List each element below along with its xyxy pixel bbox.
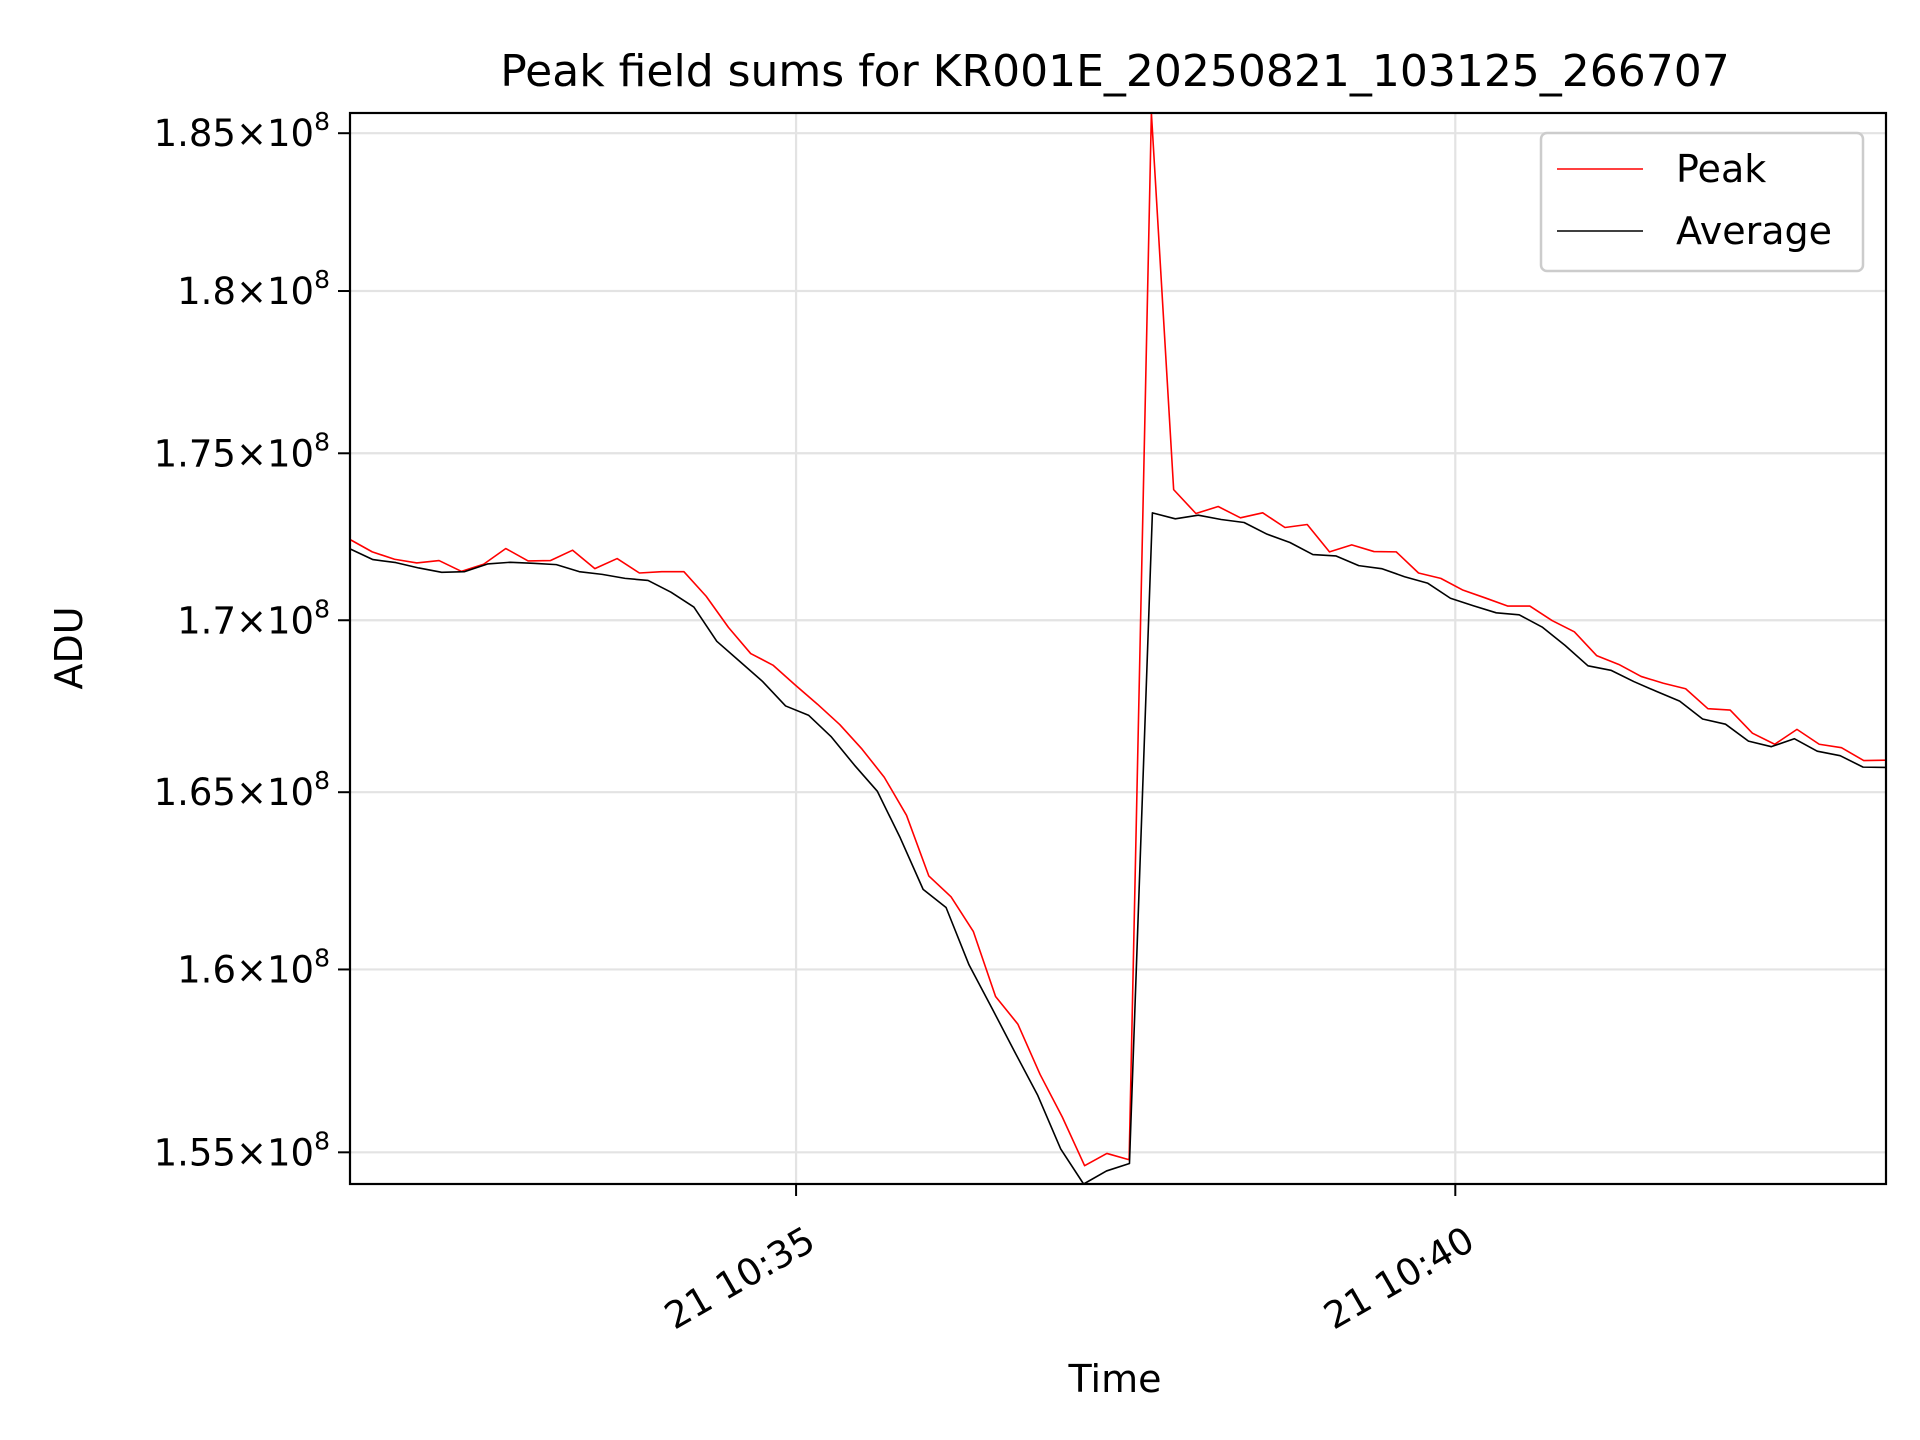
y-tick-mantissa: 1.75 bbox=[154, 432, 236, 475]
y-tick-times: × bbox=[236, 948, 267, 991]
x-tick-label: 21 10:40 bbox=[1317, 1218, 1482, 1338]
y-tick-mantissa: 1.8 bbox=[177, 270, 236, 313]
series-line-average bbox=[349, 512, 1887, 1185]
y-tick-times: × bbox=[236, 599, 267, 642]
legend-label-average: Average bbox=[1676, 209, 1832, 253]
plot-frame bbox=[348, 111, 1888, 1186]
series-line-peak bbox=[349, 112, 1887, 1167]
y-tick-label: 1.8×108 bbox=[177, 265, 330, 313]
y-tick-times: × bbox=[236, 432, 267, 475]
y-tick-exponent: 8 bbox=[314, 1126, 330, 1155]
y-tick-label: 1.85×108 bbox=[154, 107, 330, 155]
y-tick-mantissa: 1.85 bbox=[154, 112, 236, 155]
y-tick-exponent: 8 bbox=[314, 766, 330, 795]
y-tick-label: 1.7×108 bbox=[177, 594, 330, 642]
y-tick-times: × bbox=[236, 1131, 267, 1174]
y-tick-base: 10 bbox=[267, 599, 314, 642]
series-layer bbox=[349, 112, 1887, 1185]
y-tick-base: 10 bbox=[267, 771, 314, 814]
y-tick-exponent: 8 bbox=[314, 943, 330, 972]
y-tick-times: × bbox=[236, 270, 267, 313]
y-tick-exponent: 8 bbox=[314, 265, 330, 294]
y-tick-label: 1.6×108 bbox=[177, 943, 330, 991]
legend-label-peak: Peak bbox=[1676, 147, 1766, 191]
x-tick-label: 21 10:35 bbox=[657, 1218, 822, 1338]
y-tick-base: 10 bbox=[267, 1131, 314, 1174]
y-tick-mantissa: 1.6 bbox=[177, 948, 236, 991]
y-tick-exponent: 8 bbox=[314, 594, 330, 623]
y-tick-exponent: 8 bbox=[314, 107, 330, 136]
y-tick-base: 10 bbox=[267, 112, 314, 155]
legend: Peak Average bbox=[1539, 131, 1865, 273]
y-tick-base: 10 bbox=[267, 432, 314, 475]
x-axis-label: Time bbox=[1068, 1357, 1162, 1401]
y-tick-mantissa: 1.65 bbox=[154, 771, 236, 814]
grid-layer bbox=[350, 113, 1886, 1184]
chart-title: Peak field sums for KR001E_20250821_1031… bbox=[500, 46, 1730, 97]
y-tick-label: 1.65×108 bbox=[154, 766, 330, 814]
y-tick-mantissa: 1.7 bbox=[177, 599, 236, 642]
y-tick-base: 10 bbox=[267, 270, 314, 313]
legend-box bbox=[1539, 131, 1865, 273]
y-tick-times: × bbox=[236, 112, 267, 155]
y-axis-label: ADU bbox=[47, 606, 91, 689]
y-tick-base: 10 bbox=[267, 948, 314, 991]
y-tick-label: 1.55×108 bbox=[154, 1126, 330, 1174]
y-tick-times: × bbox=[236, 771, 267, 814]
y-tick-label: 1.75×108 bbox=[154, 427, 330, 475]
y-tick-mantissa: 1.55 bbox=[154, 1131, 236, 1174]
y-tick-exponent: 8 bbox=[314, 427, 330, 456]
